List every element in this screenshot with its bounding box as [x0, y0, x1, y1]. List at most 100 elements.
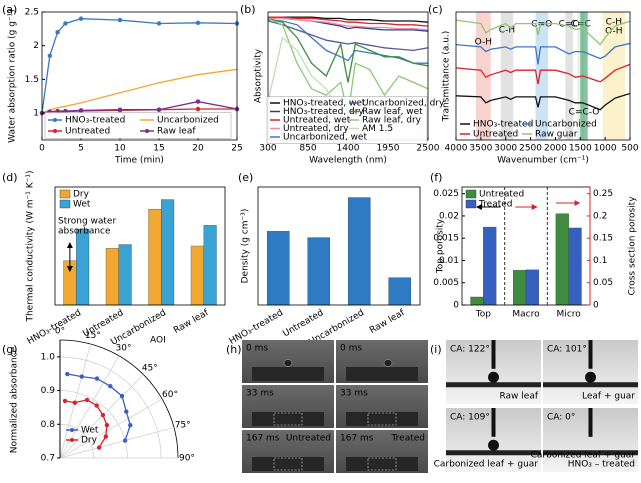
x-axis-label: Wavelength (nm) [309, 156, 387, 166]
series-line [42, 68, 237, 114]
point [94, 403, 99, 408]
photo-tag: Untreated [286, 434, 331, 444]
point [79, 374, 85, 379]
legend-marker [145, 129, 149, 133]
series-line [268, 19, 428, 64]
x-tick-label: 15 [153, 144, 164, 154]
angle-tick-label: 30° [116, 344, 132, 354]
wet-area [273, 457, 303, 471]
y-tick-label: 0.015 [433, 234, 459, 244]
r-tick-label: 0.7 [41, 454, 55, 464]
legend-label: HNO₃-treated [473, 120, 533, 130]
bar [483, 226, 497, 306]
band-label: O-H [475, 38, 492, 48]
point [122, 438, 128, 443]
legend-box [266, 96, 428, 144]
point [63, 108, 68, 114]
sample [346, 412, 418, 426]
legend-marker [70, 438, 74, 442]
sample [346, 367, 418, 381]
sample [252, 457, 324, 471]
polar-title: AOI [150, 336, 166, 346]
y-axis-label: Thermal conductivity (W m⁻¹ K⁻¹) [26, 170, 36, 322]
y-tick-label: 0.01 [439, 256, 459, 266]
angle-tick-label: 75° [175, 421, 191, 431]
x-tick-label: 2500 [417, 144, 440, 154]
legend-label: Uncarbonized [535, 120, 597, 130]
bar [118, 244, 132, 306]
leaf-surface [543, 450, 638, 456]
x-tick-label: Top [475, 310, 491, 320]
series-line [42, 100, 237, 114]
point [119, 393, 125, 399]
legend-label: Raw leaf [157, 127, 196, 137]
bar [555, 213, 569, 306]
y-tick-label: 2.5 [25, 8, 39, 18]
bar [525, 269, 539, 306]
legend-label: Wet [81, 426, 99, 436]
needle [588, 340, 593, 369]
wet-area [273, 412, 303, 426]
leaf-surface [446, 382, 541, 388]
contact-angle: CA: 101° [547, 345, 587, 355]
bar [568, 227, 582, 306]
panel-label: (i) [430, 343, 442, 356]
bar [76, 228, 90, 306]
photo-caption: 0 ms [340, 344, 362, 354]
bar [161, 199, 175, 306]
angle-tick-label: 0° [55, 327, 65, 337]
photo-caption: 0 ms [246, 344, 268, 354]
bar [105, 248, 119, 306]
y-axis-label: Water absorption ratio (g g⁻¹) [8, 9, 18, 143]
point [108, 383, 113, 389]
point [104, 422, 110, 428]
y2-tick-label: 0.05 [593, 278, 613, 288]
series-line [268, 16, 428, 27]
needle [491, 340, 496, 369]
photo-caption: 33 ms [246, 389, 274, 399]
r-tick-label: 0.8 [41, 420, 56, 430]
photo-caption: 167 ms [340, 434, 374, 444]
bar [347, 197, 371, 306]
legend-label: Dry [81, 436, 98, 446]
series-line [268, 16, 428, 23]
bar [203, 225, 217, 306]
grid-spoke [59, 427, 175, 459]
y2-axis-label: Cross section porosity [628, 196, 638, 296]
grid-spoke [59, 398, 163, 459]
panel-label: (g) [2, 343, 18, 356]
band [475, 12, 491, 140]
legend-label: AM 1.5 [362, 124, 393, 134]
legend-label: Untreated, wet [283, 116, 351, 126]
band-label: C=O [531, 20, 552, 30]
bar [307, 237, 331, 306]
point [62, 398, 68, 404]
x-axis-label: Time (min) [114, 156, 164, 166]
point [65, 371, 70, 377]
photo-name: Leaf + guar [582, 392, 635, 402]
legend-label: HNO₃-treated, wet [283, 99, 366, 109]
point [117, 107, 123, 112]
plot-frame [455, 11, 631, 141]
photo-name: HNO₃ – treated [568, 460, 635, 470]
legend-label: Raw leaf, dry [362, 116, 422, 126]
bar [148, 208, 162, 306]
point [63, 21, 68, 26]
band-label: C-H [499, 26, 515, 36]
band [500, 12, 514, 140]
point [55, 30, 60, 35]
y-tick-label: 1.5 [25, 75, 39, 85]
legend-label: Uncarbonized, wet [283, 133, 367, 143]
series-line [268, 20, 428, 52]
x-tick-label: 1400 [337, 144, 360, 154]
contact-angle: CA: 109° [450, 413, 490, 423]
point [78, 108, 84, 113]
panel-label: (a) [2, 3, 17, 16]
y-tick-label: 0 [453, 301, 459, 311]
photo-caption: 167 ms [246, 434, 280, 444]
panel-label: (e) [238, 171, 253, 184]
band-label: C-H [606, 18, 622, 28]
photo-tag: Treated [390, 434, 425, 444]
x-tick-label: 4000 [445, 144, 468, 154]
